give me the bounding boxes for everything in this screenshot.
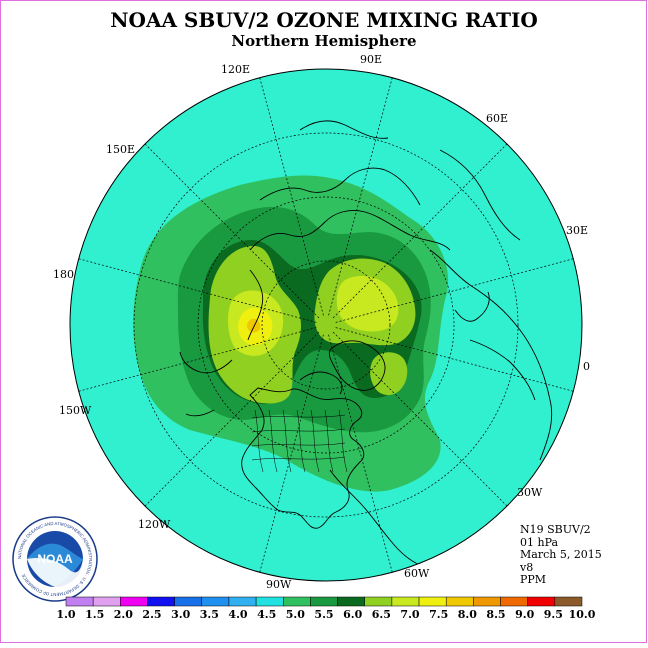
color-scale-cell (92, 596, 121, 607)
map-title: NOAA SBUV/2 OZONE MIXING RATIO (110, 8, 538, 32)
date-label: March 5, 2015 (520, 548, 602, 561)
lon-label-60e: 60E (486, 112, 509, 125)
color-scale-cell (65, 596, 94, 607)
color-scale-cell (337, 596, 365, 607)
color-scale-cell (283, 596, 311, 607)
meridian-lines (78, 77, 574, 573)
lon-label-30e: 30E (566, 224, 589, 237)
state-boundary (282, 409, 292, 473)
meridian-line (144, 143, 320, 319)
color-scale-label: 8.0 (457, 608, 477, 621)
lon-label-180: 180 (53, 268, 74, 281)
state-boundary (251, 428, 346, 433)
meridian-line (259, 77, 324, 316)
lon-label-60w: 60W (404, 567, 430, 580)
latitude-circles (133, 132, 519, 518)
meridian-line (328, 334, 393, 573)
product-info: N19 SBUV/2 01 hPa March 5, 2015 v8 PPM (520, 523, 602, 587)
noaa-logo-text: NOAA (37, 552, 73, 566)
color-scale-label: 4.0 (228, 608, 248, 621)
state-boundary (268, 409, 278, 473)
ozone-contour-7.0-7.5-east (336, 275, 399, 332)
lon-label-30w: 30W (517, 486, 543, 499)
color-scale-cell (255, 596, 284, 607)
lon-label-90e: 90E (360, 53, 383, 66)
lon-label-90w: 90W (266, 578, 292, 591)
color-scale-label: 5.0 (285, 608, 305, 621)
state-boundary (296, 409, 306, 473)
meridian-line (335, 258, 574, 323)
color-scale-cell (310, 596, 338, 607)
map-subtitle: Northern Hemisphere (231, 32, 417, 50)
color-scale-cell (201, 596, 230, 607)
color-scale-label: 2.0 (113, 608, 133, 621)
ozone-contour-6.5-7.0-blob (370, 352, 408, 396)
color-scale-cell (147, 596, 175, 607)
color-scale-cell (500, 596, 528, 607)
color-scale-cell (418, 596, 447, 607)
meridian-line (259, 334, 324, 573)
color-scale-cell (554, 596, 583, 607)
satellite-label: N19 SBUV/2 (520, 523, 591, 536)
state-boundary (251, 442, 346, 447)
state-boundary (338, 409, 348, 473)
noaa-logo: NOAA NATIONAL OCEANIC AND ATMOSPHERIC AD… (12, 516, 98, 602)
meridian-line (144, 331, 320, 507)
color-scale-cell (391, 596, 420, 607)
lon-label-120e: 120E (221, 63, 251, 76)
state-boundary (310, 409, 320, 473)
coastlines (179, 120, 553, 566)
color-scale-label: 8.5 (486, 608, 506, 621)
meridian-line (332, 331, 508, 507)
color-scale-cell (120, 596, 148, 607)
lon-label-150w: 150W (59, 404, 92, 417)
color-scale-cell (445, 596, 474, 607)
color-scale-label: 5.5 (314, 608, 334, 621)
color-scale-cell (174, 596, 203, 607)
color-scale-label: 7.5 (429, 608, 449, 621)
color-scale-label: 4.5 (257, 608, 277, 621)
meridian-line (335, 327, 574, 392)
color-scale-label: 3.0 (171, 608, 191, 621)
color-scale-label: 10.0 (568, 608, 596, 621)
meridian-line (328, 77, 393, 316)
color-scale-label: 3.5 (199, 608, 219, 621)
meridian-line (78, 327, 317, 392)
color-scale-label: 2.5 (142, 608, 162, 621)
meridian-line (332, 143, 508, 319)
state-boundary (324, 409, 334, 473)
color-scale-cell (228, 596, 257, 607)
color-scale-label: 6.5 (371, 608, 391, 621)
version-label: v8 (520, 560, 534, 574)
lon-label-120w: 120W (138, 518, 171, 531)
ozone-contour-8.0-8.5 (247, 318, 261, 333)
color-scale-label: 7.0 (400, 608, 420, 621)
pressure-level-label: 01 hPa (520, 535, 559, 549)
color-scale-label: 9.5 (543, 608, 563, 621)
color-scale-cell (527, 596, 556, 607)
units-label: PPM (520, 573, 547, 586)
lon-label-0: 0 (583, 360, 590, 373)
political-boundaries (251, 409, 348, 473)
color-scale-cell (473, 596, 501, 607)
ozone-field (70, 69, 582, 581)
color-scale-cells (65, 596, 583, 607)
color-scale-bar (65, 596, 583, 607)
color-scale-label: 6.0 (343, 608, 363, 621)
state-boundary (251, 414, 346, 419)
map-disc-outline (69, 68, 583, 582)
color-scale-label: 1.5 (85, 608, 105, 621)
meridian-line (78, 258, 317, 323)
lon-label-150e: 150E (106, 143, 136, 156)
state-boundary (251, 456, 346, 461)
color-scale-label: 9.0 (515, 608, 535, 621)
state-boundary (254, 409, 264, 473)
color-scale-cell (364, 596, 393, 607)
color-scale-label: 1.0 (56, 608, 76, 621)
